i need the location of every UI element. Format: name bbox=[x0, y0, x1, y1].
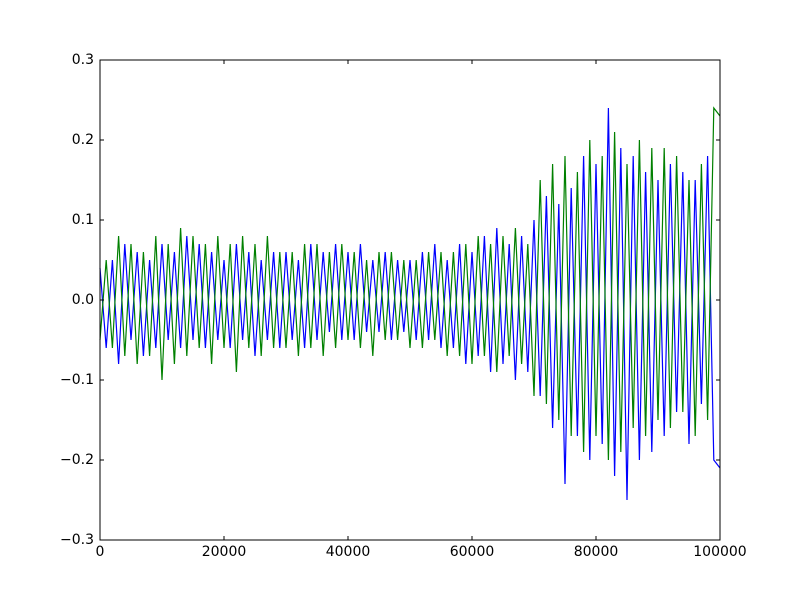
x-tick-label: 60000 bbox=[450, 544, 495, 560]
series-line bbox=[99, 107, 721, 501]
y-tick-label: 0.0 bbox=[72, 292, 94, 308]
y-tick-label: −0.2 bbox=[60, 452, 94, 468]
x-tick-label: 100000 bbox=[693, 544, 746, 560]
series-line bbox=[99, 106, 721, 461]
y-tick-label: −0.3 bbox=[60, 532, 94, 548]
y-tick-label: 0.2 bbox=[72, 132, 94, 148]
x-tick-label: 80000 bbox=[574, 544, 619, 560]
y-tick-label: −0.1 bbox=[60, 372, 94, 388]
x-tick-label: 40000 bbox=[326, 544, 371, 560]
y-tick-label: 0.1 bbox=[72, 212, 94, 228]
y-tick-label: 0.3 bbox=[72, 52, 94, 68]
x-tick-label: 20000 bbox=[202, 544, 247, 560]
x-tick-label: 0 bbox=[96, 544, 105, 560]
